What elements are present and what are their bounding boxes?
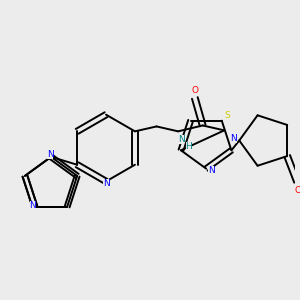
Text: H: H [186,142,192,151]
Text: N: N [103,179,110,188]
Text: N: N [178,135,184,144]
Text: O: O [191,85,198,94]
Text: N: N [47,150,53,159]
Text: S: S [225,111,230,120]
Text: O: O [295,186,300,195]
Text: N: N [230,134,237,143]
Text: N: N [30,201,36,210]
Text: N: N [208,166,214,175]
